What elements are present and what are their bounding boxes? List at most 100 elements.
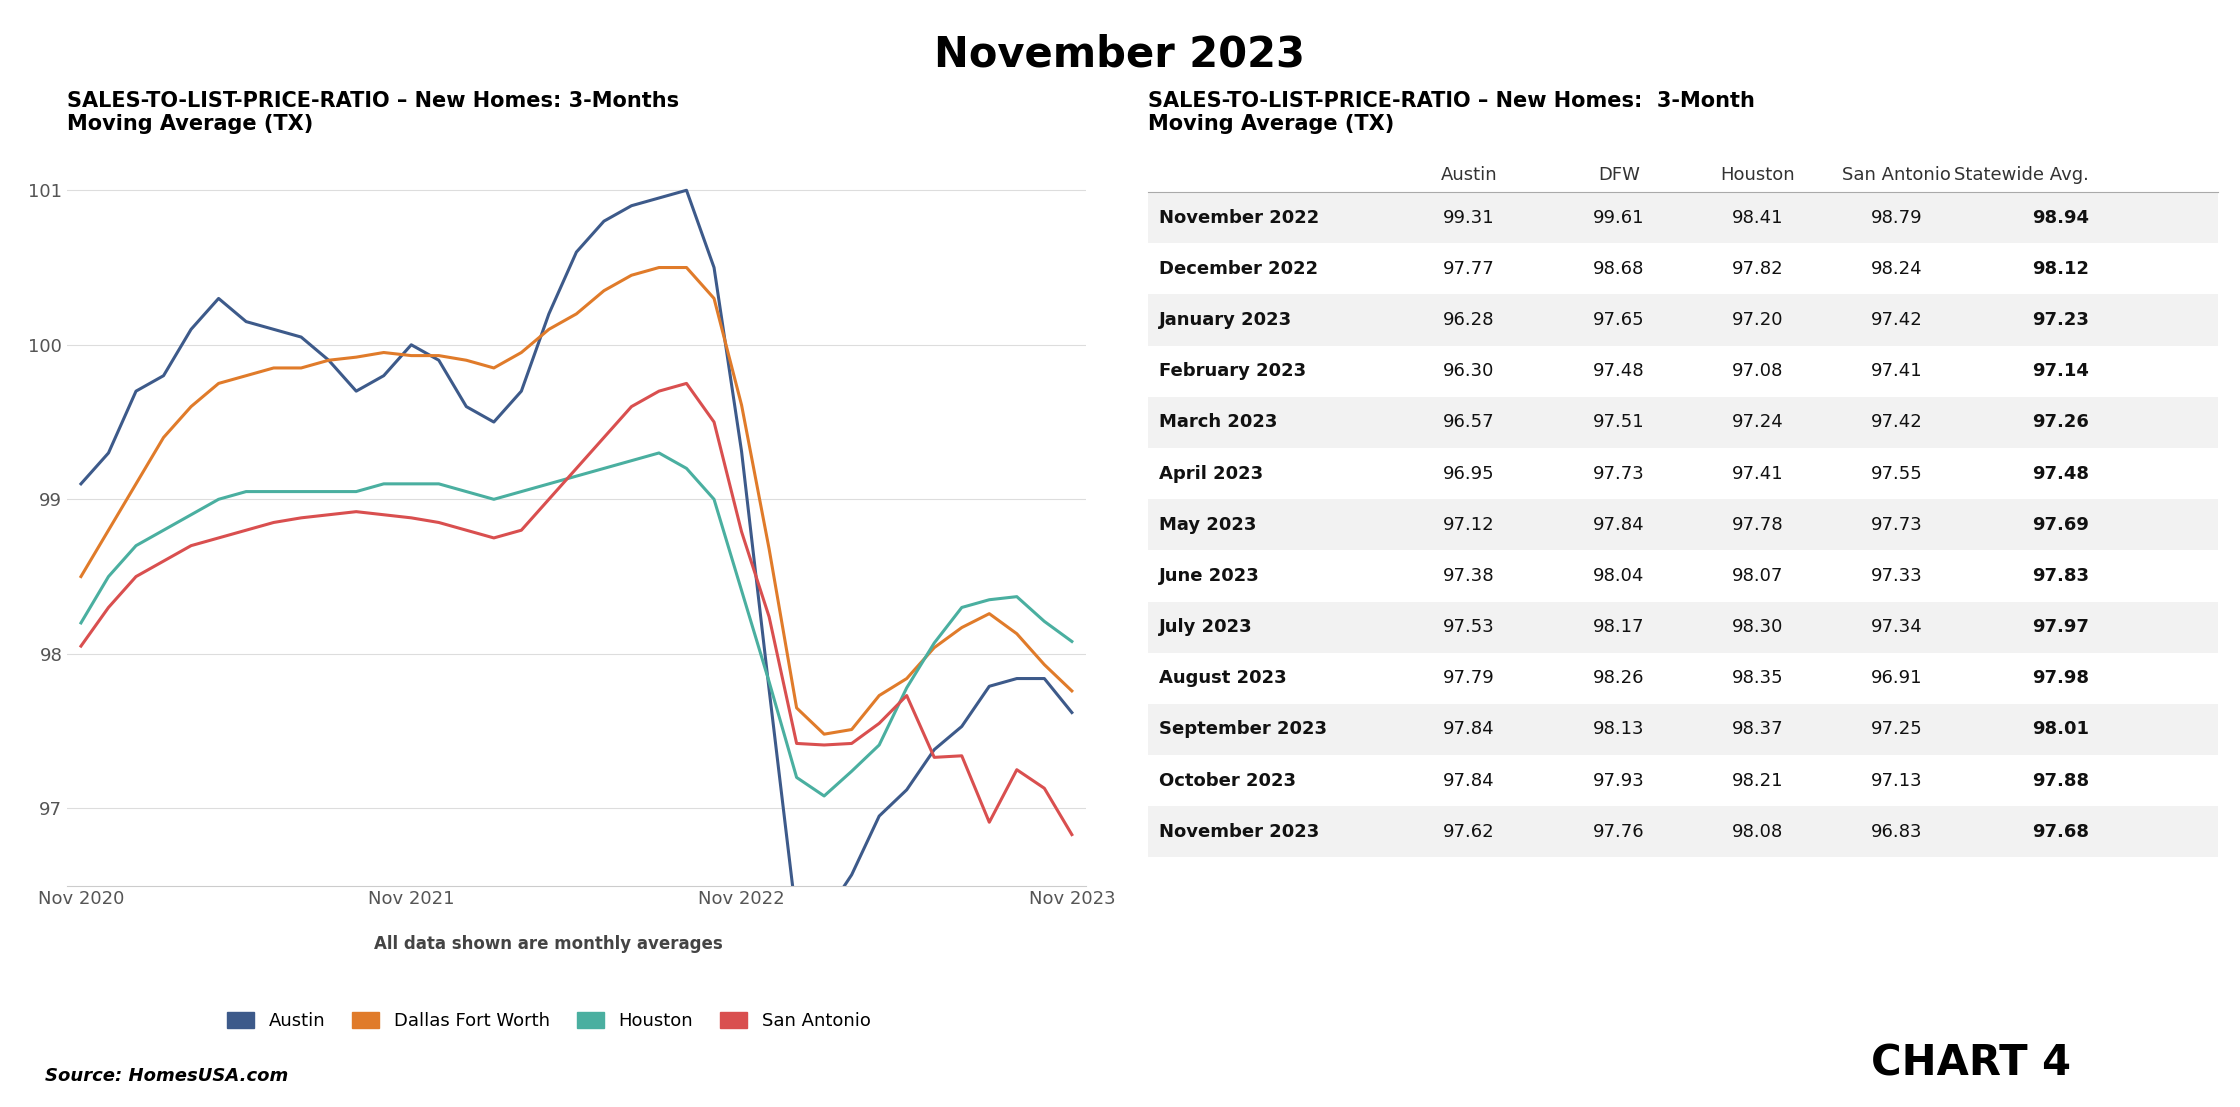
FancyBboxPatch shape: [1149, 550, 2218, 601]
Text: February 2023: February 2023: [1158, 362, 1306, 380]
Text: 98.12: 98.12: [2032, 260, 2090, 278]
Text: 98.26: 98.26: [1593, 670, 1644, 687]
Text: August 2023: August 2023: [1158, 670, 1286, 687]
Text: 96.95: 96.95: [1443, 465, 1494, 483]
Text: 97.62: 97.62: [1443, 823, 1494, 841]
Text: 97.88: 97.88: [2032, 772, 2090, 789]
Text: 98.07: 98.07: [1732, 567, 1783, 584]
FancyBboxPatch shape: [1149, 193, 2218, 244]
Text: 97.76: 97.76: [1593, 823, 1644, 841]
Text: 98.30: 98.30: [1732, 618, 1783, 637]
Text: 97.73: 97.73: [1870, 516, 1922, 534]
Text: 97.48: 97.48: [1593, 362, 1644, 380]
Text: May 2023: May 2023: [1158, 516, 1257, 534]
Text: 99.31: 99.31: [1443, 209, 1494, 227]
Text: 97.83: 97.83: [2032, 567, 2090, 584]
FancyBboxPatch shape: [1149, 244, 2218, 294]
Text: 97.08: 97.08: [1732, 362, 1783, 380]
Text: 97.79: 97.79: [1443, 670, 1494, 687]
Text: Source: HomesUSA.com: Source: HomesUSA.com: [45, 1067, 289, 1085]
FancyBboxPatch shape: [1149, 345, 2218, 396]
Text: 98.17: 98.17: [1593, 618, 1644, 637]
Text: 98.35: 98.35: [1732, 670, 1783, 687]
FancyBboxPatch shape: [1149, 448, 2218, 499]
Text: 97.84: 97.84: [1443, 772, 1494, 789]
Text: 97.20: 97.20: [1732, 311, 1783, 329]
Text: 97.41: 97.41: [1870, 362, 1922, 380]
Text: 97.51: 97.51: [1593, 413, 1644, 432]
Text: 97.42: 97.42: [1870, 413, 1922, 432]
Legend: Austin, Dallas Fort Worth, Houston, San Antonio: Austin, Dallas Fort Worth, Houston, San …: [220, 1004, 878, 1037]
Text: 98.94: 98.94: [2032, 209, 2090, 227]
Text: 97.55: 97.55: [1870, 465, 1922, 483]
Text: All data shown are monthly averages: All data shown are monthly averages: [374, 935, 724, 953]
Text: 96.28: 96.28: [1443, 311, 1494, 329]
Text: 98.37: 98.37: [1732, 721, 1783, 738]
Text: 97.93: 97.93: [1593, 772, 1644, 789]
FancyBboxPatch shape: [1149, 499, 2218, 550]
Text: 97.38: 97.38: [1443, 567, 1494, 584]
Text: 98.68: 98.68: [1593, 260, 1644, 278]
Text: Houston: Houston: [1720, 166, 1794, 184]
Text: October 2023: October 2023: [1158, 772, 1297, 789]
Text: April 2023: April 2023: [1158, 465, 1263, 483]
Text: 97.26: 97.26: [2032, 413, 2090, 432]
FancyBboxPatch shape: [1149, 806, 2218, 858]
Text: 97.13: 97.13: [1870, 772, 1922, 789]
Text: 97.25: 97.25: [1870, 721, 1922, 738]
Text: 97.73: 97.73: [1593, 465, 1644, 483]
Text: 97.53: 97.53: [1443, 618, 1494, 637]
Text: January 2023: January 2023: [1158, 311, 1292, 329]
Text: 97.65: 97.65: [1593, 311, 1644, 329]
Text: 96.57: 96.57: [1443, 413, 1494, 432]
Text: September 2023: September 2023: [1158, 721, 1326, 738]
Text: 98.24: 98.24: [1870, 260, 1922, 278]
Text: 97.12: 97.12: [1443, 516, 1494, 534]
Text: 97.33: 97.33: [1870, 567, 1922, 584]
FancyBboxPatch shape: [1149, 704, 2218, 755]
Text: 96.30: 96.30: [1443, 362, 1494, 380]
Text: 98.21: 98.21: [1732, 772, 1783, 789]
Text: 98.13: 98.13: [1593, 721, 1644, 738]
Text: 99.61: 99.61: [1593, 209, 1644, 227]
Text: 96.83: 96.83: [1870, 823, 1922, 841]
Text: 97.23: 97.23: [2032, 311, 2090, 329]
Text: Austin: Austin: [1440, 166, 1496, 184]
Text: November 2023: November 2023: [934, 33, 1306, 75]
FancyBboxPatch shape: [1149, 653, 2218, 704]
Text: 97.34: 97.34: [1870, 618, 1922, 637]
Text: DFW: DFW: [1597, 166, 1640, 184]
Text: 97.78: 97.78: [1732, 516, 1783, 534]
Text: 98.01: 98.01: [2032, 721, 2090, 738]
Text: CHART 4: CHART 4: [1870, 1043, 2072, 1085]
Text: 97.82: 97.82: [1732, 260, 1783, 278]
Text: 97.68: 97.68: [2032, 823, 2090, 841]
Text: SALES-TO-LIST-PRICE-RATIO – New Homes: 3-Months
Moving Average (TX): SALES-TO-LIST-PRICE-RATIO – New Homes: 3…: [67, 91, 679, 134]
Text: San Antonio: San Antonio: [1841, 166, 1951, 184]
Text: 97.77: 97.77: [1443, 260, 1494, 278]
Text: 96.91: 96.91: [1870, 670, 1922, 687]
FancyBboxPatch shape: [1149, 601, 2218, 653]
Text: SALES-TO-LIST-PRICE-RATIO – New Homes:  3-Month
Moving Average (TX): SALES-TO-LIST-PRICE-RATIO – New Homes: 3…: [1149, 91, 1756, 134]
Text: 97.97: 97.97: [2032, 618, 2090, 637]
Text: 97.98: 97.98: [2032, 670, 2090, 687]
Text: November 2022: November 2022: [1158, 209, 1319, 227]
Text: 97.42: 97.42: [1870, 311, 1922, 329]
Text: 97.69: 97.69: [2032, 516, 2090, 534]
Text: 97.14: 97.14: [2032, 362, 2090, 380]
Text: 98.04: 98.04: [1593, 567, 1644, 584]
FancyBboxPatch shape: [1149, 294, 2218, 345]
Text: July 2023: July 2023: [1158, 618, 1252, 637]
Text: June 2023: June 2023: [1158, 567, 1259, 584]
Text: 98.79: 98.79: [1870, 209, 1922, 227]
Text: March 2023: March 2023: [1158, 413, 1277, 432]
Text: 97.24: 97.24: [1732, 413, 1783, 432]
Text: 97.84: 97.84: [1443, 721, 1494, 738]
Text: Statewide Avg.: Statewide Avg.: [1956, 166, 2090, 184]
Text: 97.84: 97.84: [1593, 516, 1644, 534]
Text: 97.41: 97.41: [1732, 465, 1783, 483]
FancyBboxPatch shape: [1149, 396, 2218, 448]
Text: 98.08: 98.08: [1732, 823, 1783, 841]
Text: 98.41: 98.41: [1732, 209, 1783, 227]
Text: 97.48: 97.48: [2032, 465, 2090, 483]
